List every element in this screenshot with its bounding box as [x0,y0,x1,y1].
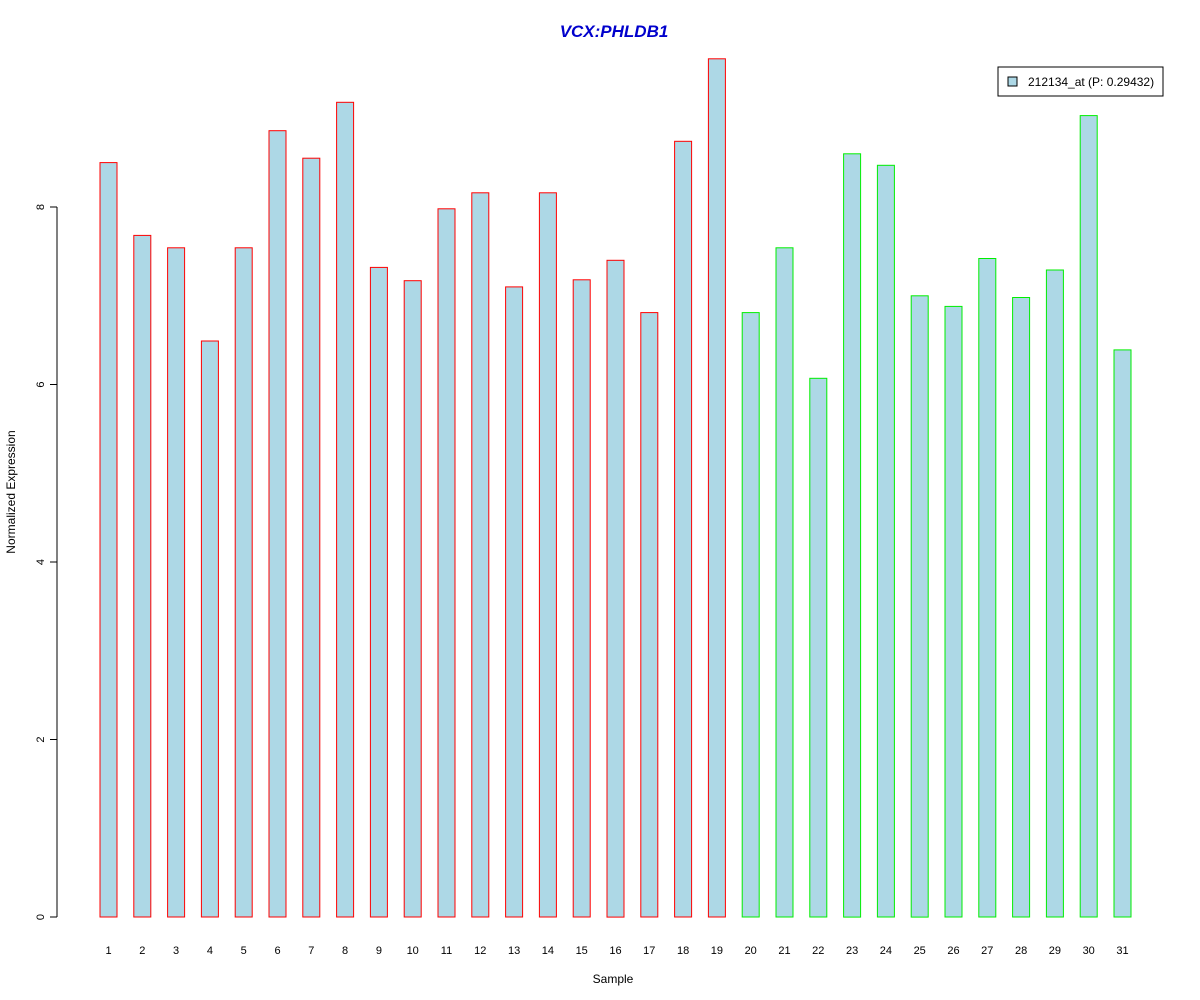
x-tick-label: 15 [576,945,588,957]
bar [133,234,152,918]
legend-label: 212134_at (P: 0.29432) [1028,75,1154,89]
bar [1113,349,1132,918]
x-tick-label: 4 [207,945,213,957]
y-axis: 0 2 4 6 8 [35,204,58,920]
x-tick-label: 6 [274,945,280,957]
x-tick-label: 10 [407,945,419,957]
bar [978,258,997,918]
x-tick-label: 23 [846,945,858,957]
x-tick-label: 5 [241,945,247,957]
x-tick-label: 24 [880,945,892,957]
bar [234,247,253,918]
bar [1012,297,1031,918]
x-tick-label: 2 [139,945,145,957]
x-tick-label: 18 [677,945,689,957]
x-tick-label: 20 [745,945,757,957]
bar [369,266,388,918]
bar [505,286,524,918]
bar [99,162,118,918]
x-tick-label: 12 [474,945,486,957]
bar [809,377,828,918]
x-tick-label: 31 [1116,945,1128,957]
bar [538,192,557,918]
bar [606,259,625,918]
x-tick-label: 30 [1083,945,1095,957]
x-tick-label: 13 [508,945,520,957]
bar [674,140,693,918]
y-tick-label: 6 [35,381,47,387]
x-tick-label: 11 [441,945,452,957]
bar [167,247,186,918]
bar [200,340,219,918]
bar [876,164,895,918]
bar [944,305,963,918]
bar [1079,115,1098,918]
y-tick-label: 0 [35,914,47,920]
y-tick-label: 8 [35,204,47,210]
x-tick-label: 17 [643,945,655,957]
x-tick-label: 27 [981,945,993,957]
bar [640,312,659,918]
legend-swatch [1007,76,1018,87]
x-tick-label: 29 [1049,945,1061,957]
x-tick-label: 3 [173,945,179,957]
x-tick-label: 8 [342,945,348,957]
x-axis-tick-labels: 1 2 3 4 5 6 7 8 9 10 11 12 13 14 15 16 17 18 19 20 21 22 23 24 2… [105,945,1128,957]
x-tick-label: 14 [542,945,554,957]
bar [302,157,321,918]
legend: 212134_at (P: 0.29432) [997,66,1164,97]
x-tick-label: 16 [609,945,621,957]
x-tick-label: 26 [947,945,959,957]
x-tick-label: 25 [914,945,926,957]
bar [471,192,490,918]
x-tick-label: 21 [778,945,790,957]
bar [572,279,591,918]
x-tick-label: 9 [376,945,382,957]
bar [336,101,355,918]
bar [403,280,422,918]
bar [741,312,760,918]
x-tick-label: 1 [105,945,111,957]
bar [910,295,929,918]
y-tick-label: 4 [35,559,47,565]
y-tick-label: 2 [35,736,47,742]
bar [437,208,456,918]
chart-title: VCX:PHLDB1 [560,22,669,41]
y-axis-label: Normalized Expression [4,430,18,553]
bar [707,58,726,918]
x-tick-label: 28 [1015,945,1027,957]
x-tick-label: 22 [812,945,824,957]
bar [1045,269,1064,918]
x-tick-label: 19 [711,945,723,957]
legend-box [997,66,1164,97]
bars [99,58,1132,918]
bar [775,247,794,918]
x-axis-label: Sample [593,972,634,986]
x-tick-label: 7 [308,945,314,957]
bar [268,130,287,918]
bar [843,153,862,918]
